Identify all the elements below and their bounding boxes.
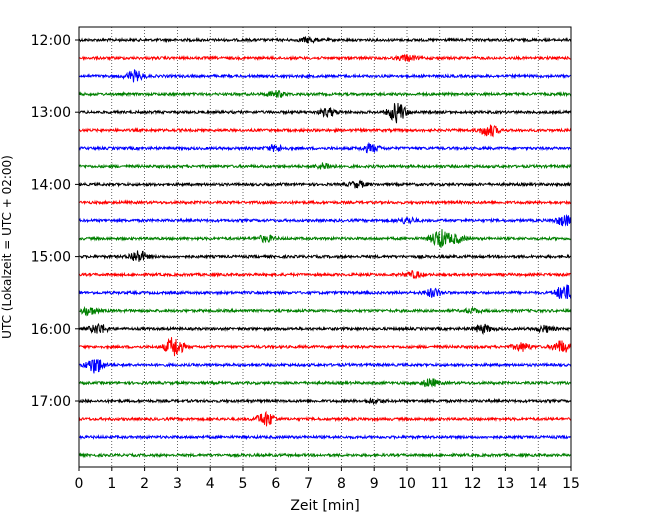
trace-line [78,36,572,44]
x-tick-label: 10 [398,476,416,492]
trace-line [78,284,572,299]
x-tick-label: 15 [562,476,580,492]
trace-line [78,337,572,357]
x-tick-label: 5 [239,476,248,492]
trace-line [78,102,572,124]
x-tick-label: 9 [370,476,379,492]
y-tick-label: 16:00 [31,322,71,338]
trace-line [78,433,572,441]
y-tick-label: 14:00 [31,177,71,193]
trace-line [79,53,572,63]
y-tick-label: 12:00 [31,33,71,49]
y-axis: 12:00 13:00 14:00 15:00 16:00 17:00 [31,33,79,410]
x-tick-label: 0 [75,476,84,492]
x-tick-label: 12 [464,476,482,492]
trace-line [78,69,572,83]
x-tick-label: 1 [107,476,116,492]
trace-line [78,270,572,280]
trace-line [78,229,572,248]
x-tick-label: 7 [304,476,313,492]
y-tick-label: 17:00 [31,394,71,410]
trace-line [78,378,572,388]
trace-line [78,322,572,336]
trace-line [78,141,572,154]
y-tick-label: 15:00 [31,250,71,266]
trace-line [78,250,572,262]
x-tick-label: 11 [431,476,449,492]
trace-line [78,359,572,374]
y-tick-label: 13:00 [31,105,71,121]
x-tick-label: 3 [173,476,182,492]
trace-line [78,410,572,427]
trace-line [78,451,572,459]
trace-line [78,179,572,189]
trace-line [78,214,572,227]
grid-lines [111,27,539,467]
x-axis-label: Zeit [min] [290,498,359,514]
y-axis-label: UTC (Lokalzeit = UTC + 02:00) [0,155,14,339]
trace-line [78,199,572,206]
trace-line [78,124,572,138]
trace-line [78,305,572,317]
x-tick-label: 6 [271,476,280,492]
trace-line [78,89,572,99]
x-tick-label: 2 [140,476,149,492]
x-tick-label: 4 [206,476,215,492]
x-axis: 0 1 2 3 4 5 6 7 8 9 10 11 12 13 14 15 [75,467,580,492]
trace-line [78,162,572,170]
x-tick-label: 14 [529,476,547,492]
trace-line [78,397,572,406]
plot-frame [78,26,572,468]
trace-group [78,36,572,459]
x-tick-label: 8 [337,476,346,492]
x-tick-label: 13 [496,476,514,492]
